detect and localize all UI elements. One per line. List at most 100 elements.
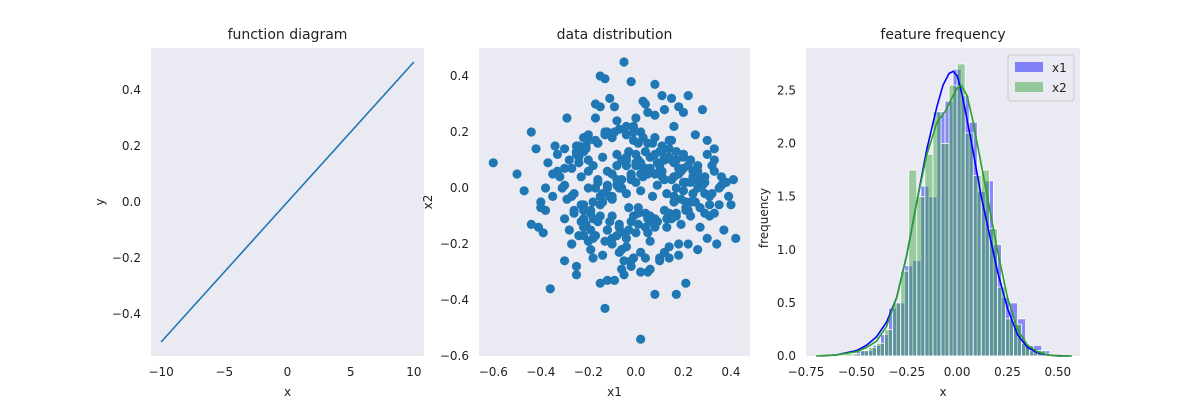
scatter-point bbox=[671, 289, 681, 299]
scatter-point bbox=[640, 147, 651, 157]
scatter-point bbox=[695, 175, 705, 185]
scatter-point bbox=[588, 197, 598, 207]
scatter-point bbox=[531, 144, 541, 154]
scatter-point bbox=[643, 214, 653, 224]
scatter-point bbox=[640, 222, 651, 232]
scatter-point bbox=[602, 275, 612, 285]
x-tick-label: 0.25 bbox=[994, 365, 1021, 379]
scatter-point bbox=[716, 172, 727, 182]
scatter-point bbox=[709, 166, 719, 176]
scatter-point bbox=[590, 135, 601, 145]
y-tick-label: 0.0 bbox=[777, 349, 796, 363]
histogram-bar-x2 bbox=[924, 153, 934, 357]
scatter-point bbox=[626, 175, 636, 185]
y-tick-label: 1.0 bbox=[777, 243, 796, 257]
x-tick-label: 0.00 bbox=[944, 365, 971, 379]
scatter-point bbox=[709, 155, 719, 165]
x-ticks: −0.6 −0.4 −0.2 0.0 0.2 0.4 bbox=[479, 365, 741, 379]
scatter-point bbox=[681, 203, 691, 213]
y-axis-label: y bbox=[93, 198, 107, 205]
scatter-point bbox=[526, 219, 536, 229]
scatter-point bbox=[488, 158, 498, 168]
scatter-point bbox=[609, 102, 620, 112]
y-tick-label: 0.0 bbox=[122, 195, 141, 209]
scatter-point bbox=[583, 130, 593, 140]
scatter-point bbox=[636, 247, 646, 257]
y-tick-label: 2.0 bbox=[777, 137, 796, 151]
scatter-point bbox=[664, 242, 674, 252]
scatter-point bbox=[562, 113, 572, 123]
scatter-point bbox=[605, 93, 615, 103]
scatter-point bbox=[578, 222, 589, 232]
histogram-bar-x2 bbox=[948, 84, 958, 357]
scatter-point bbox=[631, 113, 641, 123]
panel-data-distribution: −0.6 −0.4 −0.2 0.0 0.2 0.4 −0.6 −0.4 −0.2 0.0 0.2… bbox=[421, 27, 750, 399]
histogram-bar-x2 bbox=[868, 347, 877, 357]
scatter-point bbox=[690, 197, 700, 207]
histogram-bar-x2 bbox=[964, 132, 974, 357]
scatter-point bbox=[707, 189, 717, 199]
scatter-point bbox=[664, 144, 674, 154]
scatter-point bbox=[598, 250, 608, 260]
scatter-point bbox=[685, 155, 696, 165]
scatter-point bbox=[636, 267, 646, 277]
scatter-point bbox=[726, 200, 736, 210]
x-tick-label: −0.4 bbox=[526, 365, 555, 379]
y-tick-label: −0.2 bbox=[440, 237, 469, 251]
scatter-point bbox=[640, 99, 651, 109]
scatter-point bbox=[647, 138, 658, 148]
scatter-point bbox=[600, 130, 610, 140]
scatter-point bbox=[690, 130, 700, 140]
scatter-point bbox=[621, 152, 631, 162]
scatter-point bbox=[664, 152, 674, 162]
scatter-point bbox=[657, 91, 667, 101]
scatter-point bbox=[567, 239, 577, 249]
histogram-bar-x2 bbox=[1005, 318, 1014, 357]
scatter-point bbox=[640, 163, 651, 173]
scatter-point bbox=[571, 141, 582, 151]
scatter-point bbox=[590, 183, 601, 193]
histogram-bar-x2 bbox=[972, 175, 982, 357]
scatter-point bbox=[650, 110, 660, 120]
legend: x1 x2 bbox=[1007, 54, 1075, 102]
scatter-point bbox=[626, 256, 636, 266]
scatter-point bbox=[655, 253, 665, 263]
scatter-point bbox=[593, 217, 603, 227]
scatter-point bbox=[647, 191, 658, 201]
scatter-point bbox=[666, 93, 677, 103]
panel-feature-frequency: −0.75 −0.50 −0.25 0.00 0.25 0.50 0.0 0.5 1.0 1.5… bbox=[757, 27, 1080, 399]
legend-label-x2: x2 bbox=[1052, 81, 1067, 95]
x-tick-label: −0.50 bbox=[838, 365, 875, 379]
scatter-point bbox=[662, 189, 672, 199]
scatter-point bbox=[714, 200, 724, 210]
scatter-point bbox=[683, 239, 693, 249]
histogram-bar-x2 bbox=[940, 143, 950, 357]
scatter-point bbox=[709, 208, 719, 218]
scatter-point bbox=[559, 144, 570, 154]
scatter-point bbox=[631, 228, 641, 238]
scatter-point bbox=[731, 233, 741, 243]
x-tick-label: −5 bbox=[215, 365, 233, 379]
scatter-point bbox=[583, 166, 593, 176]
y-tick-label: 2.5 bbox=[777, 83, 796, 97]
y-tick-label: 0.4 bbox=[122, 83, 141, 97]
scatter-point bbox=[633, 219, 643, 229]
y-tick-label: −0.2 bbox=[112, 251, 141, 265]
scatter-point bbox=[588, 233, 598, 243]
marks bbox=[816, 63, 1072, 357]
scatter-point bbox=[612, 175, 622, 185]
scatter-point bbox=[681, 278, 691, 288]
scatter-point bbox=[564, 155, 574, 165]
chart-title: data distribution bbox=[557, 27, 673, 43]
scatter-point bbox=[666, 175, 677, 185]
panel-function-diagram: −10 −5 0 5 10 −0.4 −0.2 0.0 0.2 0.4 function dia… bbox=[93, 27, 424, 399]
series-line bbox=[160, 61, 415, 343]
scatter-point bbox=[700, 189, 710, 199]
scatter-point bbox=[669, 121, 679, 131]
scatter-point bbox=[619, 256, 629, 266]
scatter-point bbox=[569, 205, 579, 215]
y-tick-label: 0.0 bbox=[450, 181, 469, 195]
scatter-point bbox=[669, 191, 679, 201]
scatter-point bbox=[602, 225, 612, 235]
